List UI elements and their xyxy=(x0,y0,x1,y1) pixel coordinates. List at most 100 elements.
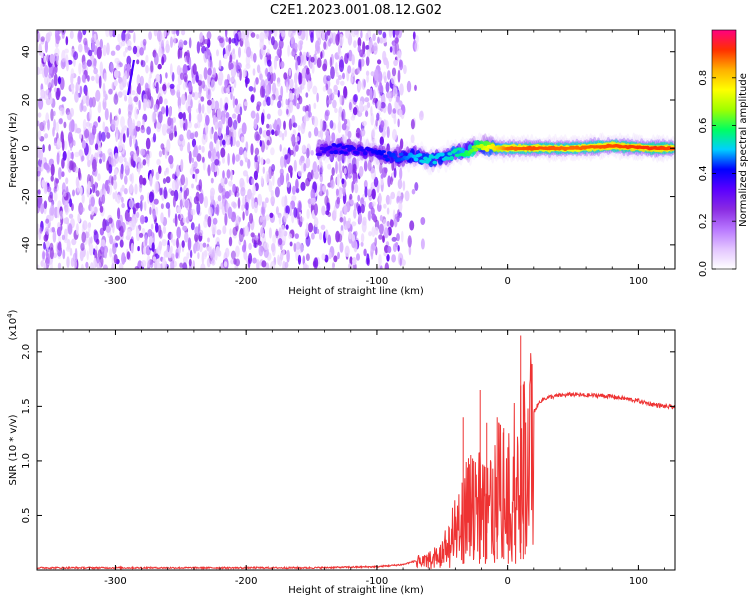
noise-blob xyxy=(123,188,128,195)
noise-blob xyxy=(74,166,79,174)
noise-blob xyxy=(395,241,399,248)
noise-blob xyxy=(49,247,54,260)
noise-blob xyxy=(281,132,285,141)
noise-blob xyxy=(357,205,362,216)
noise-blob xyxy=(81,155,85,162)
noise-blob xyxy=(393,114,397,125)
noise-blob xyxy=(113,254,118,264)
noise-blob xyxy=(256,64,261,74)
noise-blob xyxy=(251,93,255,100)
noise-blob xyxy=(176,226,181,239)
noise-blob xyxy=(342,72,345,80)
noise-blob xyxy=(284,261,289,269)
noise-blob xyxy=(140,60,146,68)
noise-blob xyxy=(340,80,345,86)
noise-blob xyxy=(37,202,41,214)
noise-blob xyxy=(165,40,169,48)
noise-blob xyxy=(246,174,249,184)
noise-blob xyxy=(139,47,145,56)
noise-blob xyxy=(63,140,68,151)
x-tick-label: 0 xyxy=(504,576,510,587)
noise-blob xyxy=(84,90,88,96)
noise-blob xyxy=(187,121,192,129)
noise-blob xyxy=(82,30,87,36)
noise-blob xyxy=(211,251,215,264)
noise-blob xyxy=(182,225,188,231)
noise-blob xyxy=(361,220,367,233)
noise-blob xyxy=(43,55,46,63)
noise-blob xyxy=(110,62,114,74)
noise-blob xyxy=(133,31,136,44)
signal-blob xyxy=(362,151,368,156)
noise-blob xyxy=(334,107,338,114)
noise-blob xyxy=(94,143,99,151)
noise-blob xyxy=(260,216,263,223)
noise-blob xyxy=(140,200,143,212)
noise-blob xyxy=(122,90,128,96)
noise-blob xyxy=(190,208,196,216)
noise-blob xyxy=(128,96,133,105)
noise-blob xyxy=(68,160,74,171)
noise-blob xyxy=(392,108,397,114)
noise-blob xyxy=(229,228,232,236)
noise-blob xyxy=(232,153,236,165)
noise-blob xyxy=(232,48,235,55)
y-tick-label: -20 xyxy=(21,188,32,204)
noise-blob xyxy=(224,79,228,88)
noise-blob xyxy=(353,208,357,219)
noise-blob xyxy=(99,61,104,74)
noise-blob xyxy=(267,71,271,82)
noise-blob xyxy=(313,116,319,128)
noise-blob xyxy=(55,121,59,133)
noise-blob xyxy=(202,161,206,171)
noise-blob xyxy=(140,126,146,134)
noise-blob xyxy=(144,82,149,92)
noise-blob xyxy=(359,49,364,58)
noise-blob xyxy=(134,106,139,120)
noise-blob xyxy=(154,180,159,194)
noise-blob xyxy=(278,238,283,246)
noise-blob xyxy=(240,136,245,143)
noise-blob xyxy=(335,78,340,86)
noise-blob xyxy=(238,149,244,156)
noise-blob xyxy=(207,150,212,159)
y-tick-label: 1.5 xyxy=(21,398,32,414)
noise-blob xyxy=(265,214,270,221)
noise-blob xyxy=(177,205,182,214)
noise-blob xyxy=(109,30,113,38)
noise-blob xyxy=(248,213,254,224)
noise-blob xyxy=(77,75,81,85)
noise-blob xyxy=(415,35,419,44)
signal-blob xyxy=(354,151,360,155)
noise-blob xyxy=(99,158,102,164)
noise-blob xyxy=(105,30,110,38)
noise-blob xyxy=(162,178,167,184)
signal-blob xyxy=(449,156,454,161)
noise-blob xyxy=(122,30,127,34)
noise-blob xyxy=(149,173,153,186)
noise-blob xyxy=(56,206,60,219)
noise-blob xyxy=(212,217,218,225)
signal-blob xyxy=(319,146,325,151)
noise-blob xyxy=(303,163,307,172)
noise-blob xyxy=(191,92,195,98)
noise-blob xyxy=(220,177,225,186)
noise-blob xyxy=(287,44,290,57)
noise-blob xyxy=(354,230,358,237)
noise-blob xyxy=(67,157,70,168)
noise-blob xyxy=(281,224,285,236)
noise-blob xyxy=(197,79,202,86)
noise-blob xyxy=(283,120,286,130)
noise-blob xyxy=(339,189,343,200)
noise-blob xyxy=(153,103,159,113)
noise-blob xyxy=(391,236,397,242)
noise-blob xyxy=(53,87,57,93)
noise-blob xyxy=(74,151,80,158)
noise-blob xyxy=(363,160,368,172)
noise-blob xyxy=(38,149,44,161)
noise-blob xyxy=(88,243,94,256)
noise-blob xyxy=(292,122,298,128)
noise-blob xyxy=(337,154,342,163)
noise-blob xyxy=(40,62,43,71)
noise-blob xyxy=(370,106,373,117)
